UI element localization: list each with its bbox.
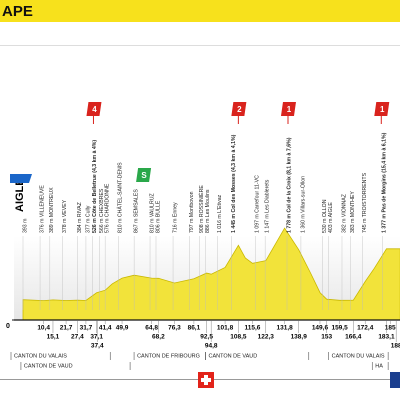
place-label: 867 m SEMSALES [134, 189, 140, 233]
distance-label: 64,8 [145, 325, 158, 332]
distance-label: 138,9 [291, 334, 308, 341]
place-label: 383 m MONTHEY [350, 191, 356, 233]
chart: 0 393 m 376 m VILLENEUVE 389 m MONTREUX 378 … [6, 102, 400, 370]
profile-area [22, 227, 400, 321]
distance-label: 153 [321, 334, 332, 341]
sprint-flag [136, 168, 152, 182]
place-label: 382 m VIONNAZ [341, 194, 347, 233]
distance-label: 183,1 [378, 334, 395, 341]
place-label: 716 m Enney [172, 202, 178, 233]
place-label: 403 m AIGLE [328, 202, 334, 233]
distance-label: 49,9 [116, 325, 129, 332]
climb-category: 1 [380, 105, 385, 114]
place-label: 1 360 m Villars-sur-Ollon [300, 176, 306, 233]
title-band [0, 0, 400, 22]
distance-label: 166,4 [345, 334, 362, 341]
place-label: 797 m Montbovon [189, 191, 195, 233]
border-line [0, 379, 190, 380]
start-flag [10, 174, 32, 183]
distance-label: 86,1 [188, 325, 201, 332]
distance-label: 76,3 [168, 325, 181, 332]
place-label: 378 m VEVEY [62, 199, 68, 233]
distance-label: 172,4 [357, 325, 374, 332]
canton-label: CANTON DU VALAIS [14, 353, 67, 359]
place-label: 530 m OLLON [322, 199, 328, 233]
distance-label: 159,5 [331, 325, 348, 332]
climb-category: 2 [237, 105, 242, 114]
swiss-cross [201, 378, 211, 382]
place-label: 389 m MONTREUX [49, 187, 55, 233]
place-label: 1 445 m Col des Mosses (4,3 km à 4,1%) [231, 134, 237, 233]
canton-bracket [205, 352, 310, 360]
place-label: 526 m Côte de Belletrue (4,3 km à 4%) [92, 140, 98, 233]
distance-label: 101,8 [217, 325, 234, 332]
place-label: 886 m Les Moulins [205, 189, 211, 233]
distance-label: 37,4 [91, 343, 104, 350]
canton-bracket [20, 362, 131, 370]
climb-category: 1 [287, 105, 292, 114]
distance-label: 37,1 [90, 334, 103, 341]
place-label: 810 m CHÂTEL-SAINT-DENIS [117, 162, 124, 233]
distance-label: 27,4 [71, 334, 84, 341]
distance-label: 149,6 [312, 325, 329, 332]
rule [0, 45, 400, 46]
place-label: 393 m [22, 219, 28, 233]
canton-label: CANTON DU VALAIS [332, 353, 385, 359]
climb-flag [86, 102, 102, 116]
distance-label: 94,8 [205, 343, 218, 350]
climb-category: 4 [92, 105, 97, 114]
distance-label: 131,8 [276, 325, 293, 332]
place-label: 377 m Cully [85, 205, 91, 233]
title: APE [2, 3, 33, 20]
place-label: 806 m BULLE [155, 200, 161, 233]
canton-bracket [10, 352, 111, 360]
canton-label: HA [375, 363, 383, 369]
place-label: 810 m VAULRUZ [149, 193, 155, 233]
place-label: 576 m CHARDONNE [105, 183, 111, 233]
distance-label: 21,7 [60, 325, 73, 332]
climb-flag [280, 102, 296, 116]
place-label: 745 m TROISTORRENTS [362, 172, 368, 233]
canton-bracket [328, 352, 389, 360]
canton-label: CANTON DE VAUD [24, 363, 73, 369]
distance-label: 108,5 [230, 334, 247, 341]
place-label: 376 m VILLENEUVE [39, 185, 45, 233]
place-label: 1 016 m L'Etivaz [217, 194, 223, 233]
start-label: AIGLE [14, 178, 26, 212]
distance-label: 185 [385, 325, 396, 332]
distance-label: 115,6 [245, 325, 261, 332]
distance-label: 92,5 [200, 334, 213, 341]
place-label: 566 m CHEXBRES [99, 188, 105, 233]
distance-label: 31,7 [80, 325, 93, 332]
distance-label: 10,4 [37, 325, 50, 332]
distance-label: 15,1 [47, 334, 60, 341]
distance-label: 122,3 [258, 334, 275, 341]
place-label: 1 097 m Carrefour 11-VC [255, 175, 261, 233]
canton-label: CANTON DE FRIBOURG [137, 353, 200, 359]
place-label: 908 m ROSSINIÈRE [198, 185, 205, 233]
canton-bracket [371, 362, 389, 370]
climb-flag [374, 102, 390, 116]
place-label: 1 147 m Les Diablerets [265, 179, 271, 233]
y-tick-label: 0 [6, 323, 10, 330]
flag [390, 372, 400, 388]
distance-label: 188 [391, 343, 400, 350]
climb-flag [231, 102, 247, 116]
place-label: 1 778 m Col de la Croix (8,1 km à 7,6%) [286, 137, 292, 233]
border-line [190, 379, 390, 380]
canton-label: CANTON DE VAUD [209, 353, 258, 359]
sprint-label: S [141, 171, 147, 180]
distance-label: 41,4 [99, 325, 112, 332]
distance-label: 68,2 [152, 334, 165, 341]
place-label: 384 m RIVAZ [77, 202, 83, 233]
place-label: 1 377 m Pas de Morgins (15,4 km à 6,1%) [382, 132, 388, 233]
